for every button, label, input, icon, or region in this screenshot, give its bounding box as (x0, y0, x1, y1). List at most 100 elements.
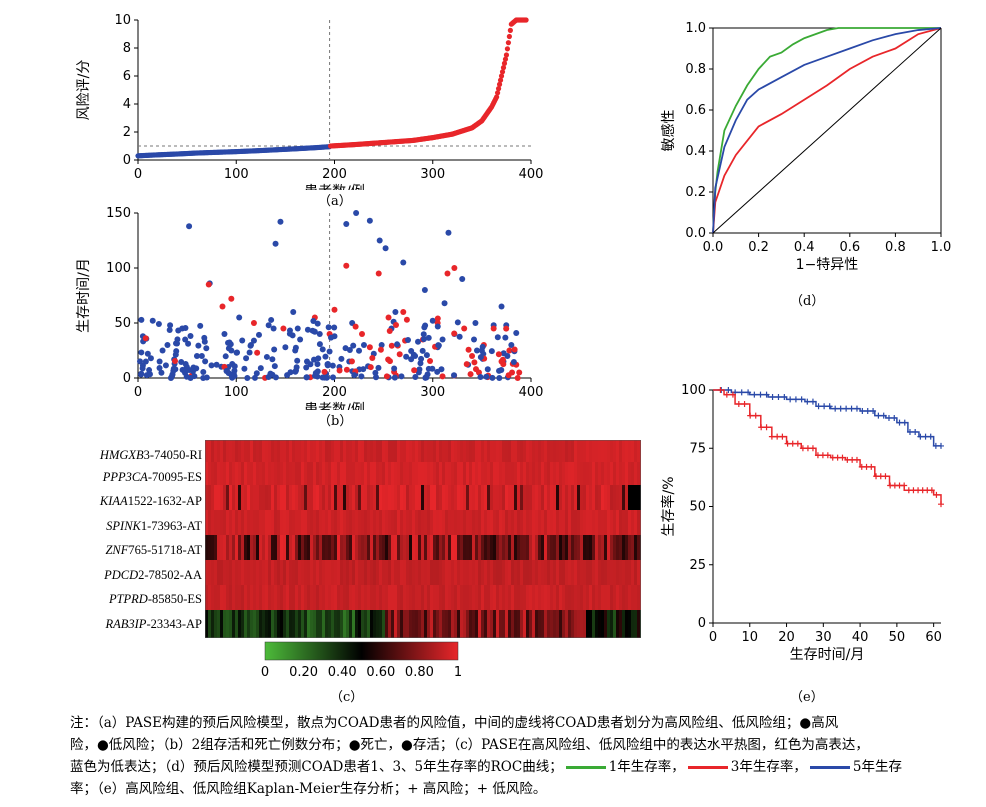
heatmap-cell (607, 440, 610, 462)
y-tick-label: 50 (689, 500, 706, 515)
heatmap-cell (289, 610, 292, 638)
heatmap-cell (286, 585, 289, 610)
heatmap-cell (466, 440, 469, 462)
heatmap-cell (289, 535, 292, 560)
heatmap-cell (457, 535, 460, 560)
alive-point (324, 361, 331, 368)
heatmap-cell (433, 440, 436, 462)
heatmap-cell (535, 535, 538, 560)
heatmap-cell (604, 560, 607, 585)
heatmap-cell (241, 535, 244, 560)
heatmap-cell (328, 535, 331, 560)
heatmap-cell (451, 585, 454, 610)
heatmap-cell (544, 510, 547, 535)
heatmap-cell (349, 510, 352, 535)
panel-e-label: （e） (790, 690, 824, 705)
heatmap-cell (496, 535, 499, 560)
heatmap-cell (229, 510, 232, 535)
heatmap-cell (412, 440, 415, 462)
heatmap-cell (232, 610, 235, 638)
heatmap-cell (316, 485, 319, 510)
heatmap-cell (550, 462, 553, 485)
heatmap-cell (382, 510, 385, 535)
heatmap-cell (223, 510, 226, 535)
heatmap-cell (475, 485, 478, 510)
heatmap-cell (313, 585, 316, 610)
alive-point (375, 364, 382, 371)
heatmap-cell (442, 440, 445, 462)
heatmap-cell (610, 440, 613, 462)
heatmap-cell (397, 462, 400, 485)
alive-point (197, 322, 204, 329)
heatmap-cell (241, 510, 244, 535)
heatmap-cell (616, 440, 619, 462)
alive-point (319, 374, 326, 381)
heatmap-cell (283, 585, 286, 610)
heatmap-cell (412, 560, 415, 585)
heatmap-cell (367, 510, 370, 535)
alive-point (241, 365, 248, 372)
alive-point (221, 331, 228, 337)
heatmap-cell (322, 440, 325, 462)
heatmap-cell (577, 485, 580, 510)
heatmap-cell (205, 485, 208, 510)
heatmap-cell (613, 440, 616, 462)
heatmap-cell (628, 440, 631, 462)
heatmap-cell (637, 440, 640, 462)
heatmap-cell (217, 560, 220, 585)
heatmap-cell (349, 585, 352, 610)
heatmap-cell (550, 610, 553, 638)
heatmap-cell (352, 610, 355, 638)
heatmap-cell (403, 462, 406, 485)
heatmap-cell (217, 585, 220, 610)
heatmap-cell (439, 585, 442, 610)
heatmap-cell (304, 610, 307, 638)
heatmap-cell (379, 440, 382, 462)
heatmap-cell (541, 585, 544, 610)
heatmap-cell (610, 510, 613, 535)
heatmap-cell (586, 610, 589, 638)
alive-point (315, 355, 322, 362)
heatmap-cell (376, 485, 379, 510)
heatmap-cell (478, 560, 481, 585)
heatmap-cell (475, 610, 478, 638)
heatmap-cell (205, 462, 208, 485)
heatmap-cell (235, 610, 238, 638)
alive-point (307, 361, 314, 368)
heatmap-cell (592, 462, 595, 485)
heatmap-cell (511, 462, 514, 485)
heatmap-cell (496, 462, 499, 485)
heatmap-cell (490, 560, 493, 585)
heatmap-cell (238, 535, 241, 560)
heatmap-cell (481, 560, 484, 585)
heatmap-cell (529, 560, 532, 585)
alive-point (403, 353, 410, 360)
heatmap-cell (379, 585, 382, 610)
alive-point (391, 365, 398, 372)
heatmap-cell (286, 462, 289, 485)
heatmap-cell (388, 560, 391, 585)
low-risk-censor-mark (832, 405, 839, 412)
heatmap-cell (523, 560, 526, 585)
heatmap-cell (502, 535, 505, 560)
heatmap-cell (388, 585, 391, 610)
alive-point (326, 348, 333, 355)
heatmap-cell (493, 585, 496, 610)
heatmap-cell (595, 485, 598, 510)
heatmap-cell (394, 462, 397, 485)
heatmap-cell (622, 510, 625, 535)
low-risk-censor-mark (853, 405, 860, 412)
heatmap-cell (289, 510, 292, 535)
heatmap-cell (460, 440, 463, 462)
heatmap-cell (568, 462, 571, 485)
heatmap-cell (484, 610, 487, 638)
heatmap-cell (574, 585, 577, 610)
heatmap-cell (385, 440, 388, 462)
heatmap-cell (268, 535, 271, 560)
heatmap-cell (226, 535, 229, 560)
low-risk-censor-mark (837, 405, 844, 412)
heatmap-cell (622, 440, 625, 462)
heatmap-cell (628, 485, 631, 510)
heatmap-cell (247, 610, 250, 638)
heatmap-cell (394, 610, 397, 638)
